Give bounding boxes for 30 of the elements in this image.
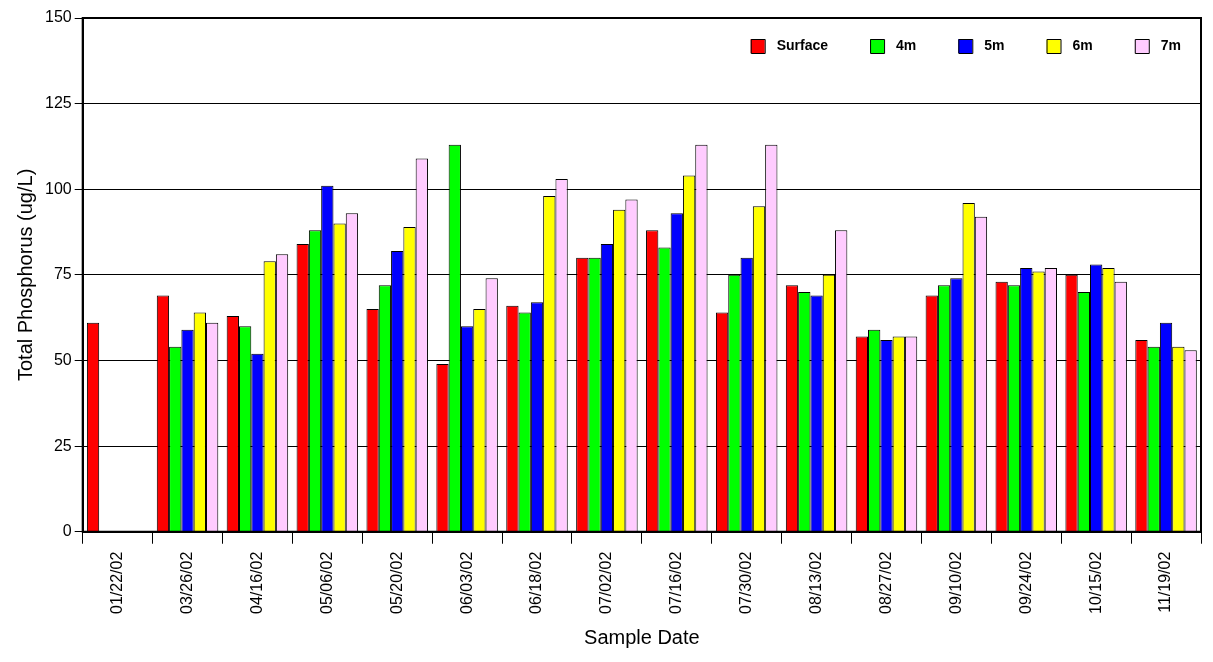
x-tick-label: 05/20/02 (387, 551, 405, 614)
y-tick-label: 50 (53, 350, 72, 368)
x-axis-title: Sample Date (584, 625, 700, 648)
x-tick-label: 06/18/02 (527, 551, 545, 614)
x-tick-label: 04/16/02 (247, 551, 265, 614)
y-tick-label: 25 (53, 436, 72, 454)
x-tick-label: 07/16/02 (667, 551, 685, 614)
x-tick-label: 07/30/02 (737, 551, 755, 614)
x-tick-label: 09/10/02 (946, 551, 964, 614)
legend-label: 4m (896, 36, 917, 53)
x-tick-label: 08/13/02 (806, 551, 824, 614)
y-tick-label: 0 (62, 522, 72, 540)
y-tick-label: 100 (44, 179, 72, 197)
legend-label: 5m (984, 36, 1005, 53)
x-tick-label: 11/19/02 (1156, 551, 1174, 613)
x-tick-label: 07/02/02 (597, 551, 615, 614)
legend-label: 6m (1072, 36, 1093, 53)
x-tick-label: 10/15/02 (1086, 551, 1104, 614)
x-tick-label: 08/27/02 (876, 551, 894, 614)
x-tick-label: 06/03/02 (457, 551, 475, 614)
legend-label: 7m (1160, 36, 1181, 53)
x-tick-label: 01/22/02 (108, 551, 126, 614)
y-axis-title: Total Phosphorus (ug/L) (13, 168, 36, 382)
legend-label: Surface (776, 36, 829, 53)
y-tick-label: 125 (44, 94, 72, 112)
x-tick-label: 05/06/02 (317, 551, 335, 614)
x-tick-label: 03/26/02 (177, 551, 195, 614)
x-tick-label: 09/24/02 (1016, 551, 1034, 614)
y-tick-label: 75 (53, 265, 72, 283)
y-tick-label: 150 (44, 8, 72, 26)
